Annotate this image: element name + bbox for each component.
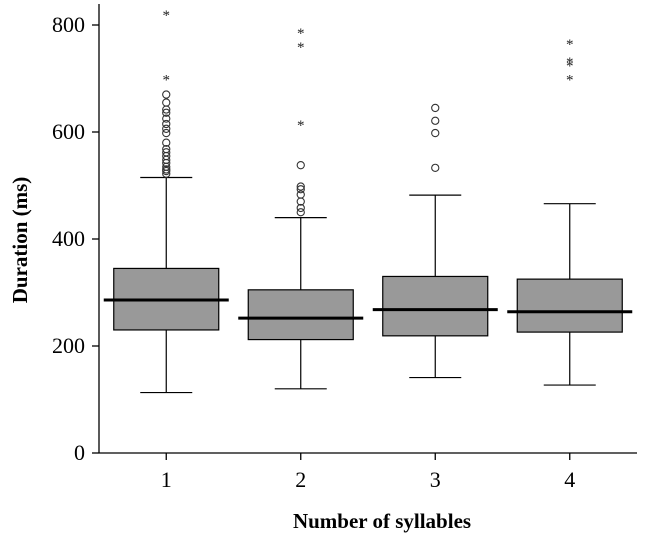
- outlier-point: [296, 182, 305, 191]
- box-group-4: ****: [507, 37, 633, 386]
- iqr-box: [382, 275, 489, 337]
- outlier-point: [431, 103, 440, 113]
- outlier-point: [162, 119, 171, 129]
- y-axis: 0 200 400 600 800: [52, 4, 100, 465]
- extreme-point: *: [163, 8, 171, 24]
- extreme-point: *: [297, 118, 305, 134]
- iqr-box: [516, 278, 623, 333]
- outlier-point: [162, 114, 171, 123]
- iqr-box: [247, 289, 354, 341]
- x-tick-label: 1: [161, 467, 172, 492]
- outlier-point: [162, 98, 171, 107]
- extreme-point: *: [163, 72, 171, 88]
- outlier-point: [162, 124, 171, 133]
- outlier-point: [431, 116, 440, 125]
- outlier-point: [162, 128, 171, 138]
- extreme-point: *: [297, 26, 305, 42]
- y-tick-label: 600: [52, 119, 85, 144]
- outlier-point: [162, 148, 171, 157]
- y-axis-title: Duration (ms): [8, 177, 32, 304]
- outlier-point: [296, 161, 305, 170]
- extreme-point: *: [566, 55, 574, 71]
- y-tick-label: 800: [52, 12, 85, 37]
- extreme-point: *: [566, 59, 574, 75]
- outlier-point: [162, 108, 171, 117]
- extreme-point: *: [566, 37, 574, 53]
- y-tick-label: 400: [52, 226, 85, 251]
- outlier-point: [296, 208, 305, 217]
- outlier-point: [296, 185, 305, 194]
- x-tick-label: 4: [564, 467, 575, 492]
- y-tick-label: 200: [52, 333, 85, 358]
- outlier-point: [296, 190, 305, 199]
- outlier-point: [162, 138, 171, 147]
- extreme-point: *: [566, 72, 574, 88]
- y-tick-label: 0: [74, 440, 85, 465]
- outlier-point: [162, 165, 171, 174]
- x-axis: 1 2 3 4: [99, 452, 637, 492]
- box-group-2: ***: [238, 26, 364, 390]
- x-axis-title: Number of syllables: [293, 509, 471, 533]
- outlier-point: [431, 128, 440, 138]
- outlier-point: [296, 203, 305, 213]
- plot-area: *********: [103, 8, 633, 394]
- box-group-1: **: [103, 8, 229, 394]
- outlier-point: [431, 163, 440, 172]
- outlier-point: [162, 90, 171, 99]
- x-tick-label: 2: [295, 467, 306, 492]
- box-group-3: [372, 103, 498, 379]
- outlier-point: [162, 144, 171, 154]
- x-tick-label: 3: [430, 467, 441, 492]
- extreme-point: *: [297, 40, 305, 56]
